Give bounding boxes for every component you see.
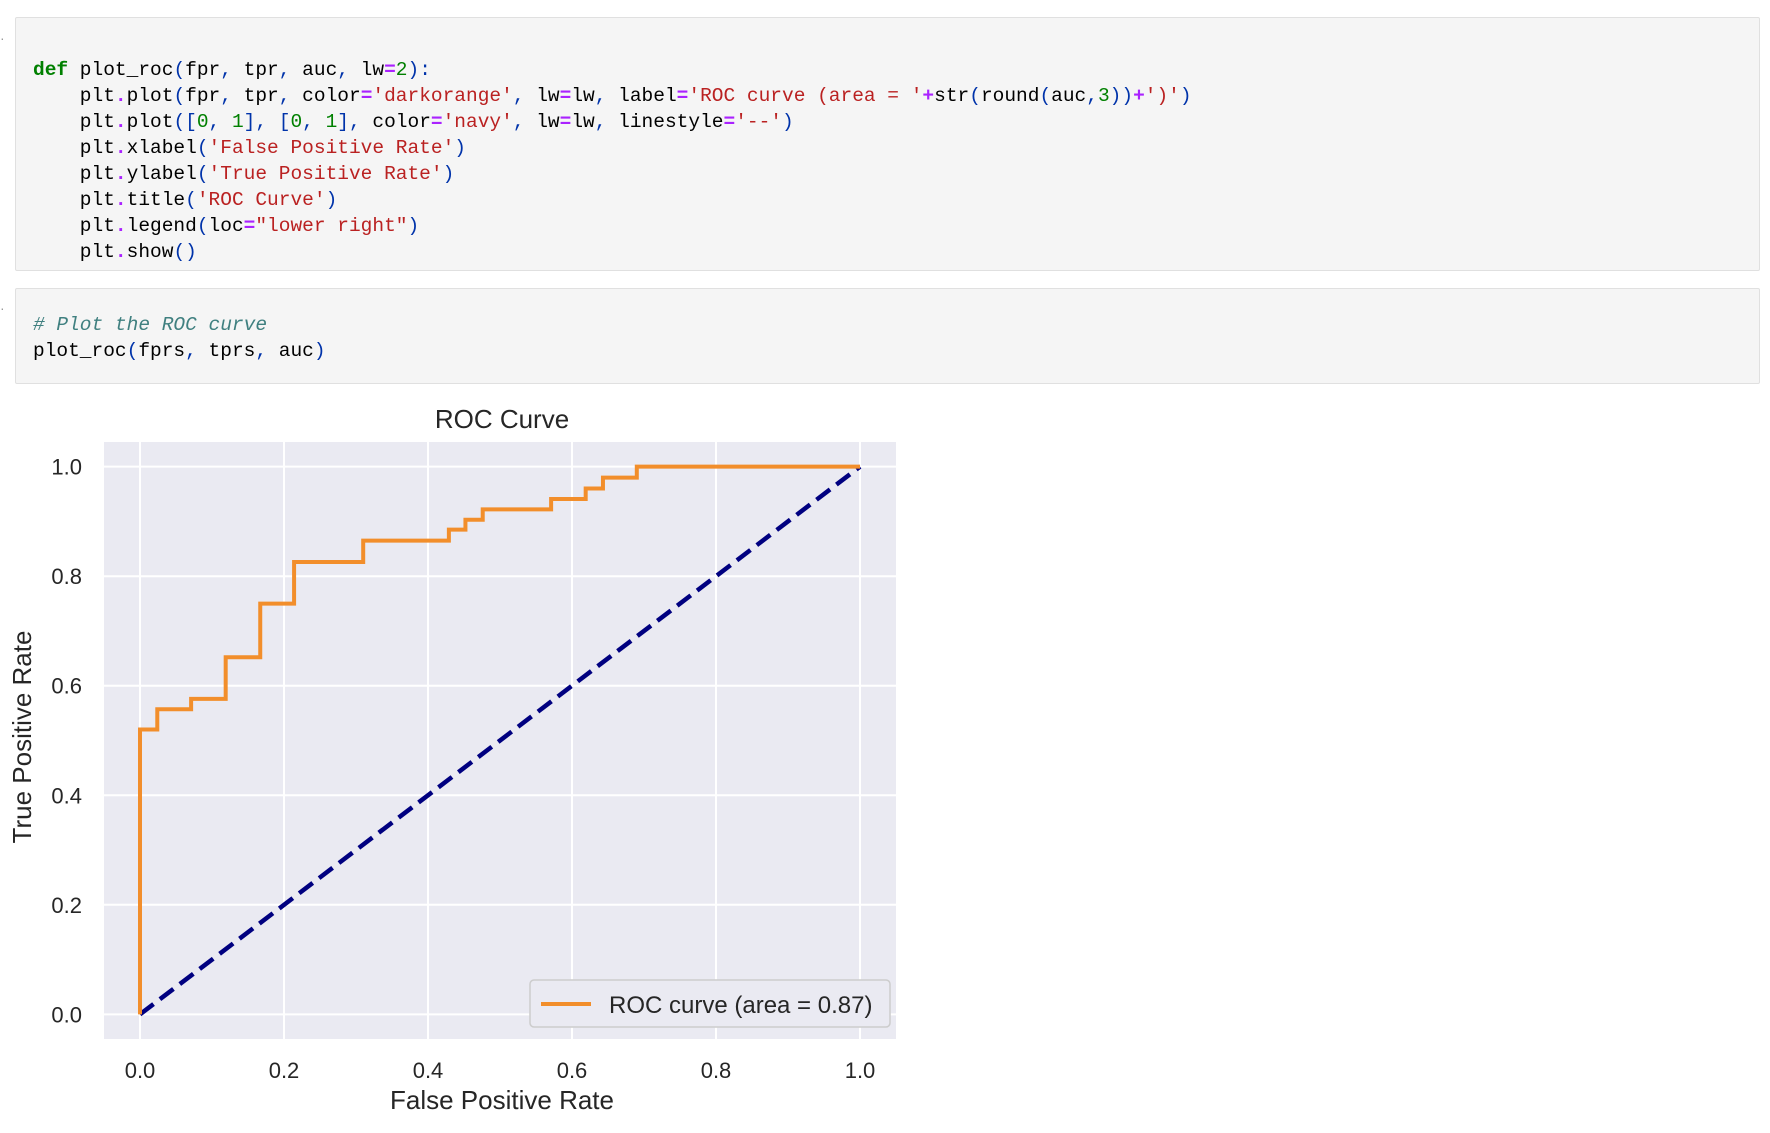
x-tick-label: 1.0: [845, 1058, 876, 1083]
x-tick-label: 0.2: [269, 1058, 300, 1083]
roc-chart: 0.0 0.2 0.4 0.6 0.8 1.0 0.0 0.2 0.4 0.6 0.8 1.0 ROC…: [7, 404, 896, 1115]
y-tick-label: 0.6: [51, 674, 82, 699]
x-tick-label: 0.0: [125, 1058, 156, 1083]
series-layer: [138, 464, 862, 1017]
y-tick-label: 0.4: [51, 783, 82, 808]
y-tick-label: 0.2: [51, 893, 82, 918]
legend-box: [529, 979, 891, 1028]
diagonal-reference-line: [138, 464, 862, 1017]
cell-prompt-marker: ·: [0, 300, 5, 316]
legend-label-roc: ROC curve (area = 0.87): [609, 992, 872, 1019]
chart-title: ROC Curve: [435, 404, 569, 434]
roc-curve-line: [138, 464, 860, 1015]
y-tick-label: 1.0: [51, 455, 82, 480]
x-axis-label: False Positive Rate: [390, 1085, 614, 1115]
output-area: 0.0 0.2 0.4 0.6 0.8 1.0 0.0 0.2 0.4 0.6 0.8 1.0 ROC…: [0, 395, 920, 1133]
x-tick-label: 0.4: [413, 1058, 444, 1083]
tick-labels: 0.0 0.2 0.4 0.6 0.8 1.0 0.0 0.2 0.4 0.6 0.8 1.0: [51, 455, 875, 1083]
code-editor[interactable]: def plot_roc(fpr, tpr, auc, lw=2): plt.p…: [33, 59, 1192, 263]
y-axis-label: True Positive Rate: [7, 631, 37, 844]
x-tick-label: 0.6: [557, 1058, 588, 1083]
y-tick-label: 0.8: [51, 564, 82, 589]
code-cell-plot-roc-definition[interactable]: def plot_roc(fpr, tpr, auc, lw=2): plt.p…: [15, 17, 1760, 271]
code-cell-plot-call[interactable]: # Plot the ROC curve plot_roc(fprs, tprs…: [15, 288, 1760, 384]
cell-prompt-marker: ·: [0, 30, 5, 46]
legend: ROC curve (area = 0.87): [529, 979, 891, 1028]
x-tick-label: 0.8: [701, 1058, 732, 1083]
code-editor[interactable]: # Plot the ROC curve plot_roc(fprs, tprs…: [33, 314, 326, 362]
y-tick-label: 0.0: [51, 1002, 82, 1027]
